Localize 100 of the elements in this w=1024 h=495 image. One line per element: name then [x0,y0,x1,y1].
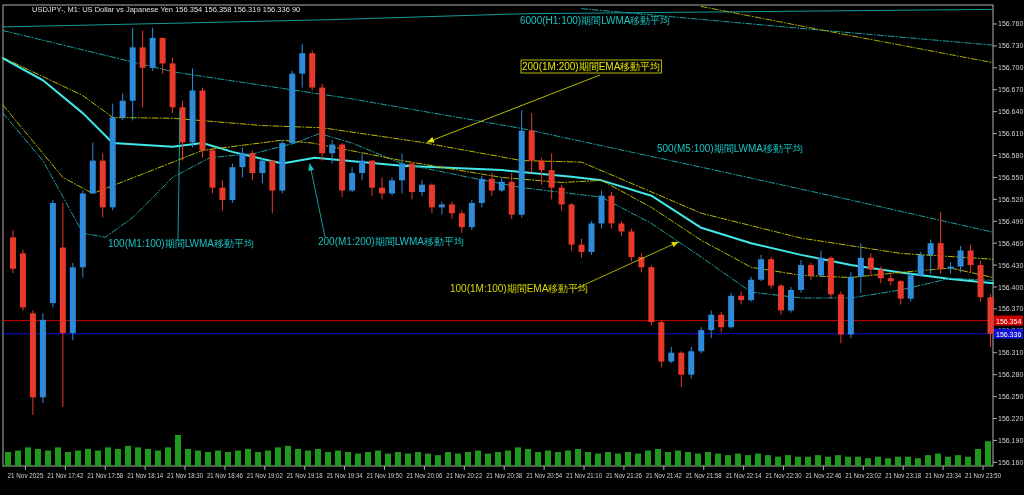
bar [85,448,91,466]
bar [125,445,131,466]
bar [605,452,611,466]
bar [775,456,781,466]
bar [945,456,951,466]
bar [965,456,971,466]
bar [955,455,961,466]
bar [515,447,521,466]
bar [505,450,511,466]
candlestick [398,152,405,194]
candlestick [349,166,356,193]
bar [355,453,361,466]
bar [365,452,371,466]
annotation: 500(M5:100)期間LWMA移動平均 [657,143,803,154]
bar [425,453,431,466]
bar [415,452,421,466]
annotation: 100(1M:100)期間EMA移動平均 [450,283,589,294]
bar [195,450,201,466]
bar [915,458,921,466]
line-series [2,30,994,233]
bar [225,452,231,466]
bar [805,456,811,466]
candlestick [259,157,266,184]
bar [615,453,621,466]
bar [145,448,151,466]
bar [635,453,641,466]
annotation: 200(1M:200)期間EMA移動平均 [522,61,661,72]
candlestick [299,43,306,89]
bar [685,452,691,466]
bar [5,452,11,466]
annotation: 200(M1:200)期間LWMA移動平均 [318,236,464,247]
candlestick [139,30,146,108]
candlestick [418,179,425,197]
bar [885,458,891,466]
bar [435,455,441,466]
bar [445,452,451,466]
candlestick [718,311,725,333]
candlestick [219,179,226,211]
candlestick [249,149,256,181]
candlestick [678,350,685,388]
bar [935,453,941,466]
bar [115,448,121,466]
bar [215,450,221,466]
bar [395,452,401,466]
candlestick [558,184,565,211]
candlestick [578,238,585,259]
bar [285,445,291,466]
bar [45,450,51,466]
candlestick [817,249,824,278]
bar [735,453,741,466]
bar [865,458,871,466]
bar [455,453,461,466]
bar [175,435,181,466]
candlestick [538,157,545,186]
bar [695,453,701,466]
bar [545,450,551,466]
bar [335,450,341,466]
bar [255,452,261,466]
candlestick [438,201,445,216]
bar [25,447,31,466]
bar [375,450,381,466]
bar [595,453,601,466]
candlestick [548,152,555,200]
candlestick [917,251,924,278]
bar [475,450,481,466]
bar [15,450,21,466]
candlestick [897,279,904,306]
bar [405,453,411,466]
bar [495,452,501,466]
bar [385,453,391,466]
bar [525,448,531,466]
bar [845,456,851,466]
candlestick [239,146,246,178]
candlestick [748,276,755,303]
candlestick [927,239,934,275]
bar [875,456,881,466]
bar [105,447,111,466]
bar [565,450,571,466]
bar [155,450,161,466]
bar [855,456,861,466]
bar [305,450,311,466]
bar [465,452,471,466]
bar [315,448,321,466]
bar [655,448,661,466]
candlestick [329,139,336,165]
candlestick [967,244,974,273]
annotation: 6000(H1:100)期間LWMA移動平均 [520,15,671,26]
candlestick [428,182,435,214]
bar [535,452,541,466]
bar [265,450,271,466]
candlestick [788,286,795,314]
bar [65,452,71,466]
candlestick [389,176,396,197]
bar [665,452,671,466]
bar [815,455,821,466]
bar [755,453,761,466]
bar [625,452,631,466]
candlestick [359,152,366,181]
candlestick [458,209,465,234]
bar [585,452,591,466]
